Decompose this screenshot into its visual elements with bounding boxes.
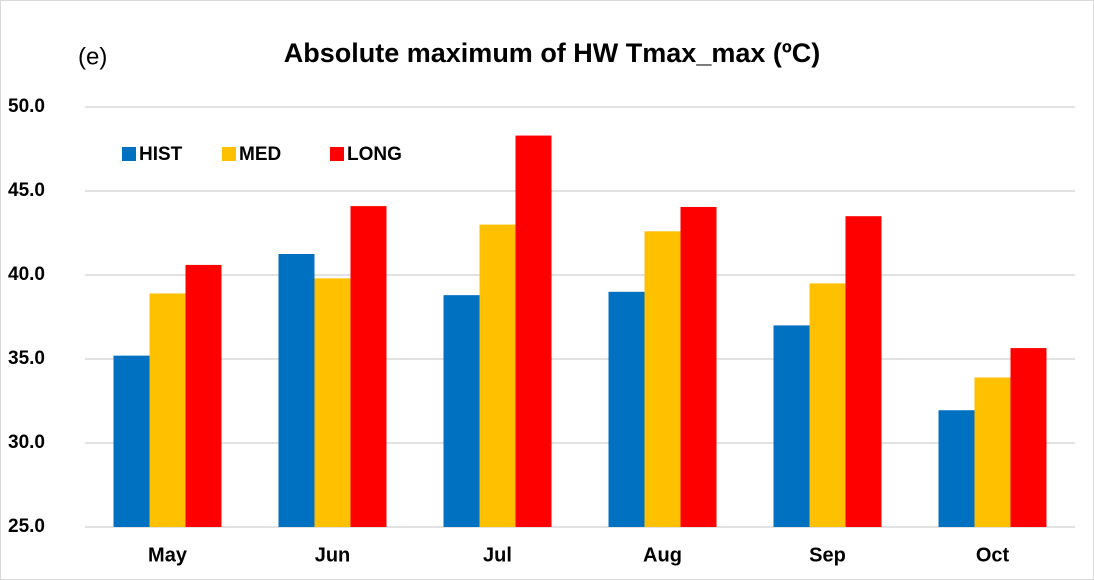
bar [479, 224, 516, 527]
legend-label: LONG [347, 144, 402, 165]
x-tick-label: Jul [483, 544, 512, 566]
bar [680, 206, 717, 527]
annotation: (e) [78, 43, 107, 70]
chart-title: Absolute maximum of HW Tmax_max (ºC) [284, 38, 820, 68]
x-tick-label: Jun [315, 544, 351, 566]
bar [845, 216, 882, 527]
legend-swatch [222, 147, 236, 161]
bar [974, 377, 1011, 527]
y-tick-label: 30.0 [8, 432, 45, 453]
x-tick-label: May [148, 544, 188, 566]
bar [773, 325, 810, 527]
y-tick-label: 45.0 [8, 180, 45, 201]
bar [113, 355, 150, 527]
y-tick-label: 40.0 [8, 264, 45, 285]
bar [314, 278, 351, 527]
bar [644, 231, 681, 527]
bar [1010, 348, 1047, 527]
bar [809, 283, 846, 527]
bar [185, 264, 222, 527]
bar [608, 291, 645, 527]
bar [350, 206, 387, 527]
legend-label: HIST [139, 144, 183, 165]
bar [149, 293, 186, 527]
x-tick-label: Oct [976, 544, 1010, 566]
bar [443, 295, 480, 527]
x-tick-label: Aug [643, 544, 682, 566]
y-tick-label: 50.0 [8, 96, 45, 117]
bar [938, 410, 975, 527]
bar [278, 254, 315, 527]
y-tick-label: 25.0 [8, 516, 45, 537]
legend-swatch [330, 147, 344, 161]
legend-swatch [122, 147, 136, 161]
y-tick-label: 35.0 [8, 348, 45, 369]
bar [515, 135, 552, 527]
x-tick-label: Sep [809, 544, 846, 566]
legend-label: MED [239, 144, 281, 165]
